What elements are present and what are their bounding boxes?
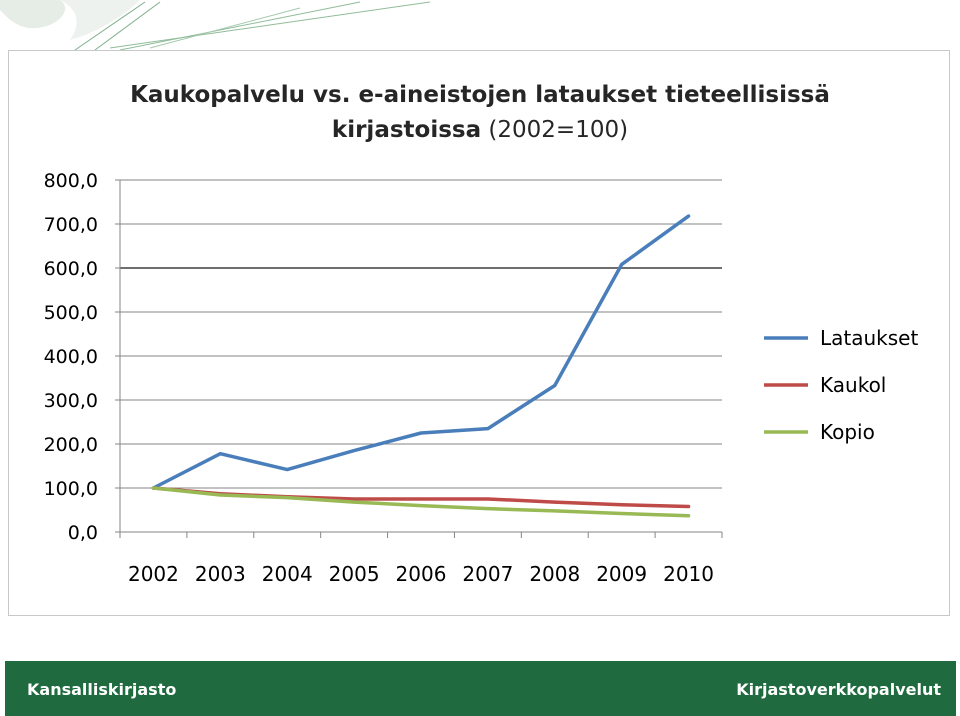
chart-title-line1: Kaukopalvelu vs. e-aineistojen lataukset… bbox=[130, 82, 830, 108]
x-tick-label: 2003 bbox=[195, 562, 246, 586]
y-tick-label: 400,0 bbox=[44, 346, 98, 368]
x-tick-label: 2007 bbox=[462, 562, 513, 586]
chart-title-line2-rest: (2002=100) bbox=[481, 117, 628, 143]
y-tick-label: 600,0 bbox=[44, 258, 98, 280]
legend-label-kaukol: Kaukol bbox=[820, 373, 886, 397]
chart-title-line2-bold: kirjastoissa bbox=[332, 117, 481, 143]
chart-title-line2: kirjastoissa (2002=100) bbox=[332, 117, 628, 143]
legend-label-kopio: Kopio bbox=[820, 420, 875, 444]
y-tick-label: 200,0 bbox=[44, 434, 98, 456]
footer-bar: Kansalliskirjasto Kirjastoverkkopalvelut bbox=[5, 661, 956, 716]
x-tick-label: 2009 bbox=[596, 562, 647, 586]
chart-title: Kaukopalvelu vs. e-aineistojen lataukset… bbox=[130, 82, 830, 143]
x-tick-label: 2006 bbox=[396, 562, 447, 586]
y-tick-label: 800,0 bbox=[44, 170, 98, 192]
y-tick-label: 700,0 bbox=[44, 214, 98, 236]
y-tick-label: 0,0 bbox=[68, 522, 98, 544]
y-tick-label: 500,0 bbox=[44, 302, 98, 324]
y-tick-label: 100,0 bbox=[44, 478, 98, 500]
legend-label-lataukset: Lataukset bbox=[820, 326, 918, 350]
line-chart: Kaukopalvelu vs. e-aineistojen lataukset… bbox=[44, 82, 919, 586]
footer-right-text: Kirjastoverkkopalvelut bbox=[736, 680, 941, 699]
x-tick-label: 2005 bbox=[329, 562, 380, 586]
x-tick-label: 2002 bbox=[128, 562, 179, 586]
x-tick-label: 2010 bbox=[663, 562, 714, 586]
series-line-lataukset bbox=[151, 214, 691, 490]
x-tick-label: 2004 bbox=[262, 562, 313, 586]
footer-left-text: Kansalliskirjasto bbox=[27, 680, 177, 699]
header-decoration bbox=[0, 0, 431, 51]
y-tick-label: 300,0 bbox=[44, 390, 98, 412]
series-line-kopio bbox=[151, 486, 691, 518]
chart-frame bbox=[8, 50, 950, 616]
x-tick-label: 2008 bbox=[529, 562, 580, 586]
